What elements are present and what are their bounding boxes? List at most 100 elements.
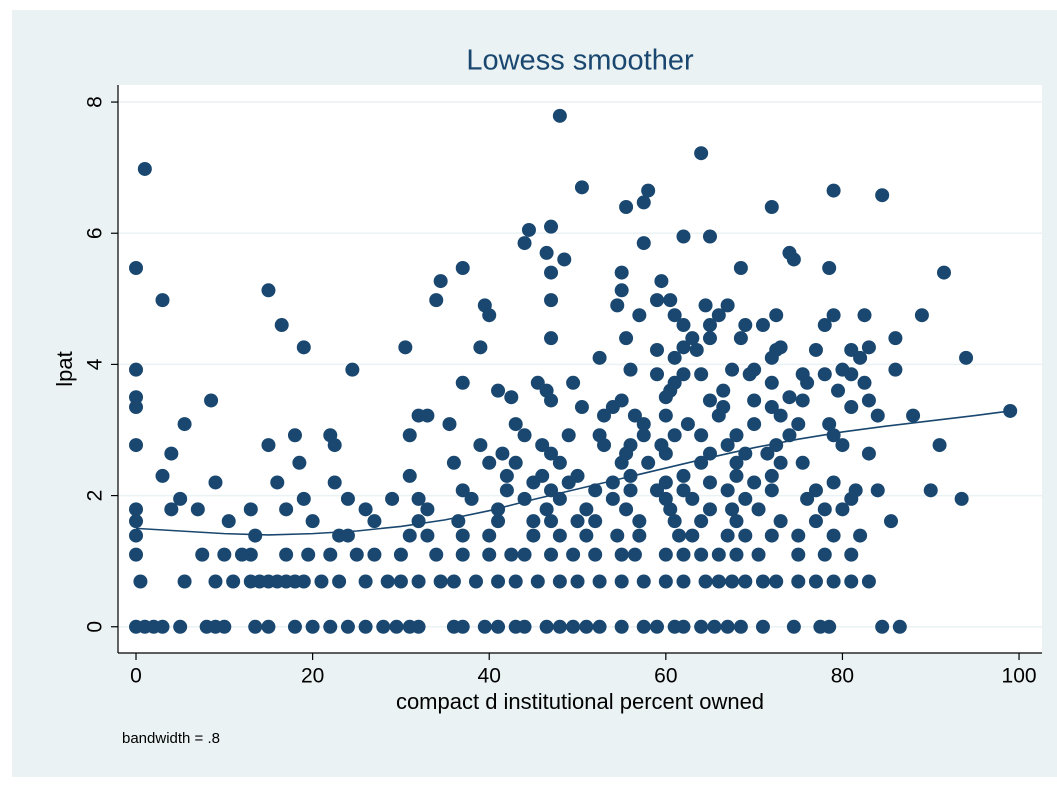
point [552,455,567,470]
point [826,183,841,198]
point [455,547,470,562]
point [733,619,748,634]
lowess-line [135,410,1011,536]
point [129,400,144,415]
point [261,283,276,298]
point [491,574,506,589]
point [773,455,788,470]
point [769,308,784,323]
point [892,619,907,634]
point [680,417,695,432]
point [129,362,144,377]
point [888,331,903,346]
point [822,260,837,275]
point [566,375,581,390]
point [504,547,519,562]
point [261,438,276,453]
point [482,455,497,470]
point [411,574,426,589]
point [817,367,832,382]
point [446,455,461,470]
point [627,547,642,562]
point [614,393,629,408]
point [129,260,144,275]
point [694,619,709,634]
point [482,528,497,543]
point [491,619,506,634]
point [217,619,232,634]
point [795,367,810,382]
point [769,574,784,589]
point [129,528,144,543]
point [702,393,717,408]
point [610,298,625,313]
point [155,293,170,308]
point [358,574,373,589]
point [380,574,395,589]
point [694,146,709,161]
point [685,491,700,506]
y-tick-label: 0 [84,621,107,633]
point [822,417,837,432]
point [702,318,717,333]
point [632,528,647,543]
point [676,318,691,333]
point [702,331,717,346]
point [592,574,607,589]
point [650,367,664,382]
point [129,514,144,529]
point [208,475,223,490]
point [738,528,753,543]
point [667,350,682,365]
point [826,574,841,589]
x-tick-label: 60 [654,665,677,688]
point [177,574,192,589]
point [733,260,748,275]
point [204,393,219,408]
point [711,547,726,562]
point [764,468,779,483]
point [495,446,510,461]
point [875,619,890,634]
point [632,514,647,529]
point [747,475,762,490]
point [402,528,417,543]
point [826,475,841,490]
point [676,574,691,589]
point [627,408,642,423]
point [491,514,506,529]
point [826,528,841,543]
point [720,438,735,453]
point [676,468,691,483]
chart-title: Lowess smoother [466,45,694,77]
point [857,375,872,390]
point [597,408,612,423]
point [658,491,673,506]
point [733,331,748,346]
point [658,547,673,562]
point [875,188,890,203]
point [826,308,841,323]
point [755,574,770,589]
plot-area [118,85,1042,653]
point [636,428,651,443]
point [544,293,559,308]
point [517,428,532,443]
point [526,528,541,543]
point [857,308,872,323]
point [808,574,823,589]
point [720,528,735,543]
point [327,475,342,490]
point [676,340,691,355]
point [636,619,651,634]
y-tick-label: 8 [84,96,107,108]
point [725,362,740,377]
point [676,483,691,498]
point [614,265,629,280]
point [769,438,784,453]
point [588,514,603,529]
point [747,362,762,377]
point [667,428,682,443]
point [694,514,709,529]
